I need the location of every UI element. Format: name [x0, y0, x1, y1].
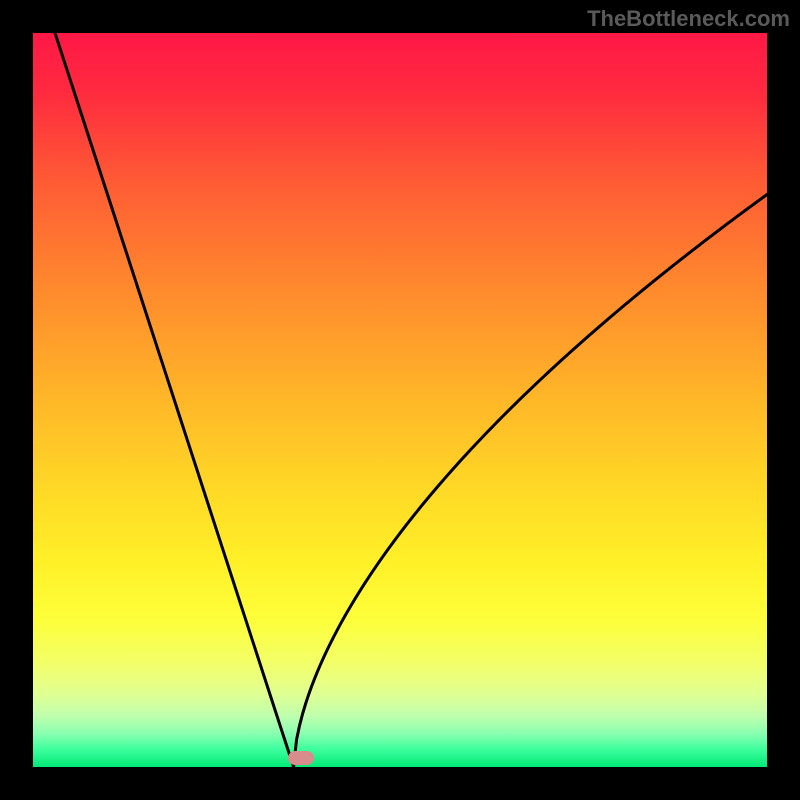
watermark-text: TheBottleneck.com: [587, 6, 790, 32]
plot-area: [33, 33, 767, 767]
optimum-marker: [288, 751, 314, 765]
bottleneck-curve: [33, 33, 767, 767]
